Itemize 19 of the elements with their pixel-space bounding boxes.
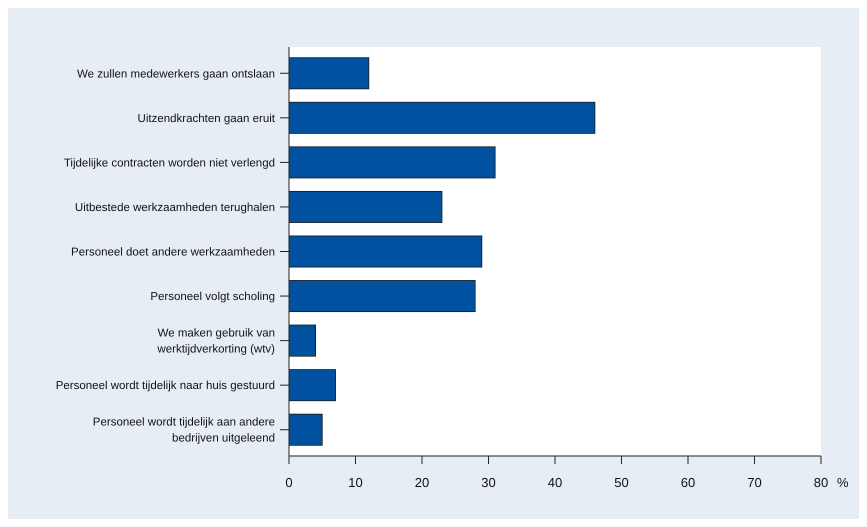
x-tick-label: 30	[481, 475, 496, 490]
y-tick-label: Personeel doet andere werkzaamheden	[71, 246, 275, 258]
x-tick-label: 50	[614, 475, 629, 490]
x-tick-label: 20	[414, 475, 430, 490]
x-tick-label: 60	[680, 475, 696, 490]
y-tick-label: We zullen medewerkers gaan ontslaan	[77, 68, 275, 80]
y-tick-label: Uitbestede werkzaamheden terughalen	[74, 202, 275, 214]
y-tick-label: Personeel volgt scholing	[150, 291, 275, 304]
x-tick-label: 10	[348, 475, 363, 490]
x-axis-title: %	[837, 475, 849, 490]
y-tick-label: Tijdelijke contracten worden niet verlengd	[64, 157, 275, 170]
x-tick-label: 0	[285, 475, 293, 490]
x-tick-label: 40	[548, 475, 562, 490]
y-tick-label: Personeel wordt tijdelijk aan andere bedrijven uitgeleend	[92, 416, 275, 445]
x-tick-label: 80	[814, 475, 828, 490]
x-tick-label: 70	[747, 475, 762, 490]
y-tick-label: Personeel wordt tijdelijk naar huis gestuurd	[56, 380, 275, 392]
y-tick-label: Uitzendkrachten gaan eruit	[138, 112, 276, 125]
y-tick-label: We maken gebruik van werktijdverkorting (wtv)	[156, 328, 276, 356]
